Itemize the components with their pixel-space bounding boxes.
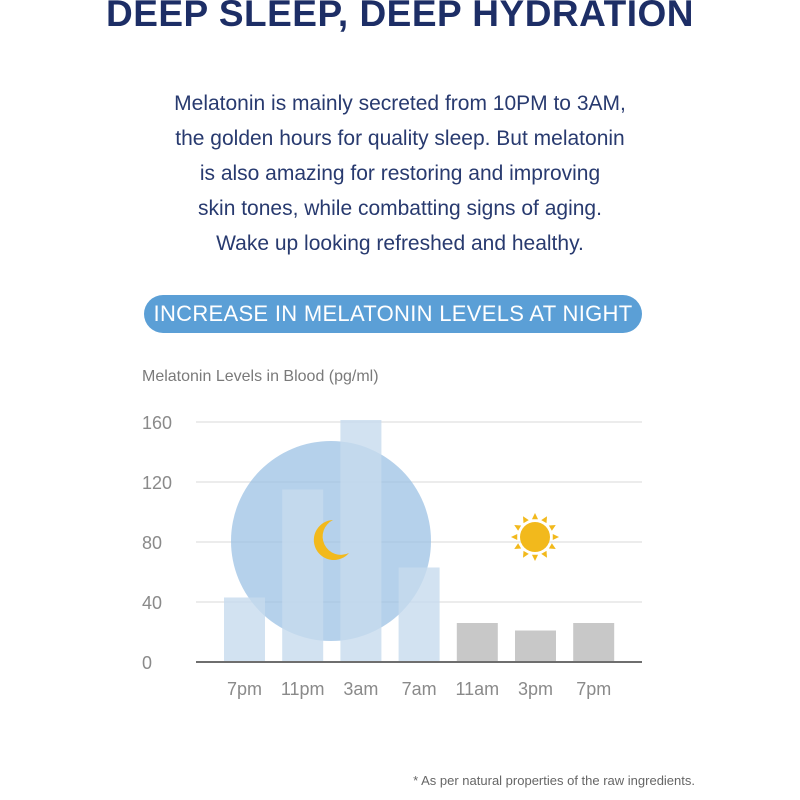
intro-text: Melatonin is mainly secreted from 10PM t… [0, 86, 800, 261]
intro-line: Melatonin is mainly secreted from 10PM t… [174, 92, 626, 115]
intro-line: the golden hours for quality sleep. But … [175, 127, 625, 150]
x-tick-label: 3pm [518, 679, 553, 699]
bar [515, 630, 556, 662]
intro-line: Wake up looking refreshed and healthy. [216, 232, 584, 255]
y-tick-label: 40 [142, 593, 162, 613]
intro-line: is also amazing for restoring and improv… [199, 162, 601, 185]
y-tick-label: 120 [142, 473, 172, 493]
crescent-moon-icon [313, 520, 349, 560]
intro-line: skin tones, while combatting signs of ag… [198, 197, 602, 220]
y-tick-label: 0 [142, 653, 152, 673]
x-tick-label: 3am [343, 679, 378, 699]
footnote: * As per natural properties of the raw i… [413, 773, 695, 788]
x-tick-label: 11pm [281, 679, 325, 699]
y-tick-label: 160 [142, 413, 172, 433]
x-tick-label: 7pm [576, 679, 611, 699]
x-tick-label: 7pm [227, 679, 262, 699]
page-title: DEEP SLEEP, DEEP HYDRATION [105, 0, 695, 34]
bar [573, 623, 615, 662]
x-tick-label: 11am [455, 679, 499, 699]
y-axis-label: Melatonin Levels in Blood (pg/ml) [142, 368, 379, 385]
x-tick-label: 7am [402, 679, 437, 699]
y-tick-label: 80 [142, 533, 162, 553]
bar [456, 623, 498, 662]
bar [398, 567, 440, 662]
sun-icon [511, 513, 559, 561]
bar [224, 597, 265, 662]
bar [282, 489, 324, 662]
section-pill: INCREASE IN MELATONIN LEVELS AT NIGHT [144, 295, 642, 333]
bar [340, 420, 382, 662]
